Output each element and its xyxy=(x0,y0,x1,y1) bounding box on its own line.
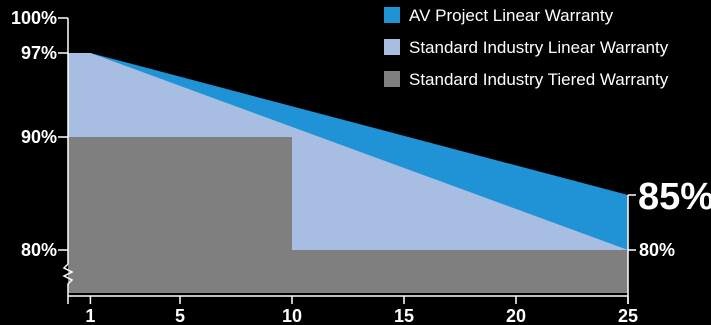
x-tick-label: 1 xyxy=(85,306,95,325)
end-label-standard: 80% xyxy=(639,240,675,260)
x-tick-label: 25 xyxy=(618,306,638,325)
y-tick-label: 80% xyxy=(21,240,57,260)
y-tick-label: 97% xyxy=(21,43,57,63)
x-tick-label: 15 xyxy=(394,306,414,325)
legend-swatch xyxy=(384,39,400,55)
y-tick-label: 100% xyxy=(11,8,57,28)
area-standard-industry-tiered-warranty xyxy=(68,137,628,293)
x-tick-label: 5 xyxy=(175,306,185,325)
end-label-av: 85% xyxy=(638,176,711,218)
y-axis-break xyxy=(62,263,74,296)
x-tick-label: 20 xyxy=(506,306,526,325)
legend-label: Standard Industry Tiered Warranty xyxy=(409,70,669,89)
legend-swatch xyxy=(384,71,400,87)
y-tick-label: 90% xyxy=(21,127,57,147)
x-tick-label: 10 xyxy=(282,306,302,325)
area-series-group xyxy=(68,53,628,293)
legend: AV Project Linear Warranty Standard Indus… xyxy=(384,6,669,89)
legend-label: AV Project Linear Warranty xyxy=(409,6,614,25)
legend-swatch xyxy=(384,7,400,23)
legend-label: Standard Industry Linear Warranty xyxy=(409,38,669,57)
